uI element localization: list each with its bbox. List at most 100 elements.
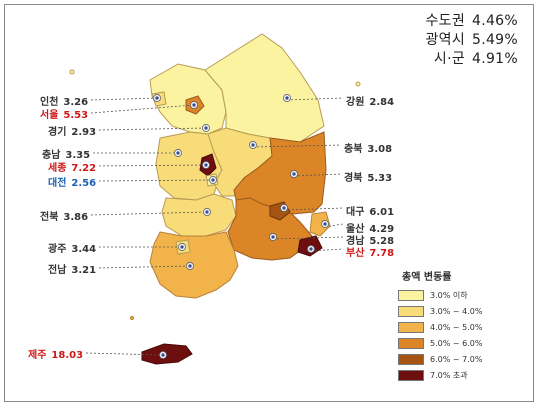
- summary-label: 광역시: [425, 32, 466, 48]
- legend: 총액 변동률 3.0% 이하 3.0% ~ 4.0% 4.0% ~ 5.0% 5.0%…: [398, 268, 526, 383]
- region-value: 5.53: [63, 110, 89, 121]
- region-value: 3.35: [65, 150, 91, 161]
- leader-line: [98, 179, 214, 182]
- summary-value: 4.91%: [472, 51, 518, 67]
- region-pin-dot: [323, 222, 327, 226]
- leader-line: [98, 127, 207, 131]
- region-label: 경기 2.93: [48, 123, 96, 138]
- region-jeju: [141, 343, 193, 365]
- legend-item: 7.0% 초과: [398, 367, 526, 383]
- summary-value: 5.49%: [472, 32, 518, 48]
- region-value: 5.28: [369, 236, 395, 247]
- region-name: 제주: [28, 350, 47, 361]
- region-name: 광주: [48, 244, 67, 255]
- region-pin-dot: [205, 210, 209, 214]
- region-label: 경남 5.28: [346, 232, 394, 247]
- region-label: 충남 3.35: [42, 146, 90, 161]
- summary-label: 시·군: [433, 51, 466, 67]
- legend-label: 4.0% ~ 5.0%: [430, 322, 483, 332]
- region-value: 3.44: [71, 244, 97, 255]
- summary-line: 수도권 4.46%: [378, 10, 518, 30]
- legend-item: 4.0% ~ 5.0%: [398, 319, 526, 335]
- region-name: 전북: [40, 212, 59, 223]
- legend-swatch: [398, 305, 424, 317]
- region-pin-dot: [271, 235, 275, 239]
- region-pin-dot: [282, 206, 286, 210]
- region-label: 서울 5.53: [40, 106, 88, 121]
- island: [69, 69, 75, 75]
- legend-rows: 3.0% 이하 3.0% ~ 4.0% 4.0% ~ 5.0% 5.0% ~ 6.0%…: [398, 287, 526, 383]
- region-pin-dot: [155, 96, 159, 100]
- region-jeonbuk: [161, 193, 237, 237]
- region-value: 5.33: [367, 173, 393, 184]
- region-value: 3.21: [71, 265, 97, 276]
- leader-line: [98, 265, 191, 269]
- region-value: 4.29: [369, 224, 395, 235]
- summary-line: 광역시 5.49%: [378, 29, 518, 49]
- region-value: 3.26: [63, 97, 89, 108]
- region-value: 18.03: [51, 350, 84, 361]
- region-pin-dot: [309, 247, 313, 251]
- region-pin-dot: [188, 264, 192, 268]
- region-label: 광주 3.44: [48, 240, 96, 255]
- region-label: 울산 4.29: [346, 220, 394, 235]
- legend-swatch: [398, 369, 424, 381]
- region-label: 강원 2.84: [346, 93, 394, 108]
- region-name: 서울: [40, 110, 59, 121]
- legend-swatch: [398, 337, 424, 349]
- region-name: 대구: [346, 207, 365, 218]
- region-value: 3.86: [63, 212, 89, 223]
- region-pins: [153, 94, 329, 359]
- region-label: 경북 5.33: [344, 169, 392, 184]
- leader-line: [252, 144, 342, 148]
- region-label: 전북 3.86: [40, 208, 88, 223]
- legend-swatch: [398, 289, 424, 301]
- region-name: 충남: [42, 150, 61, 161]
- legend-item: 6.0% ~ 7.0%: [398, 351, 526, 367]
- legend-item: 3.0% 이하: [398, 287, 526, 303]
- region-name: 경북: [344, 173, 363, 184]
- leader-line: [98, 164, 207, 167]
- region-name: 부산: [346, 248, 365, 259]
- region-name: 충북: [344, 144, 363, 155]
- legend-swatch: [398, 353, 424, 365]
- leader-lines: [85, 97, 344, 356]
- legend-label: 3.0% ~ 4.0%: [430, 306, 483, 316]
- region-ulsan: [309, 211, 331, 237]
- region-pin-dot: [161, 353, 165, 357]
- region-label: 세종 7.22: [48, 159, 96, 174]
- island: [130, 316, 134, 320]
- region-pin-dot: [211, 178, 215, 182]
- region-pin-dot: [176, 151, 180, 155]
- leader-line: [283, 207, 344, 211]
- legend-item: 3.0% ~ 4.0%: [398, 303, 526, 319]
- legend-label: 3.0% 이하: [430, 290, 468, 300]
- region-name: 세종: [48, 163, 67, 174]
- region-label: 충북 3.08: [344, 140, 392, 155]
- region-label: 대구 6.01: [346, 203, 394, 218]
- region-value: 2.84: [369, 97, 395, 108]
- region-pin-dot: [204, 126, 208, 130]
- region-name: 경기: [48, 127, 67, 138]
- summary-line: 시·군 4.91%: [378, 48, 518, 68]
- leader-line: [310, 248, 344, 252]
- region-label: 제주 18.03: [28, 346, 83, 361]
- region-pin-dot: [180, 245, 184, 249]
- leader-line: [85, 352, 164, 356]
- region-pin-dot: [204, 163, 208, 167]
- legend-label: 6.0% ~ 7.0%: [430, 354, 483, 364]
- leader-line: [286, 97, 344, 101]
- region-name: 대전: [48, 178, 67, 189]
- region-name: 전남: [48, 265, 67, 276]
- region-value: 2.56: [71, 178, 97, 189]
- region-value: 2.93: [71, 127, 97, 138]
- region-label: 부산 7.78: [346, 244, 394, 259]
- region-value: 6.01: [369, 207, 395, 218]
- region-label: 대전 2.56: [48, 174, 96, 189]
- region-label: 전남 3.21: [48, 261, 96, 276]
- region-name: 경남: [346, 236, 365, 247]
- region-value: 7.78: [369, 248, 395, 259]
- leader-line: [90, 211, 208, 216]
- region-jeonnam: [149, 231, 239, 299]
